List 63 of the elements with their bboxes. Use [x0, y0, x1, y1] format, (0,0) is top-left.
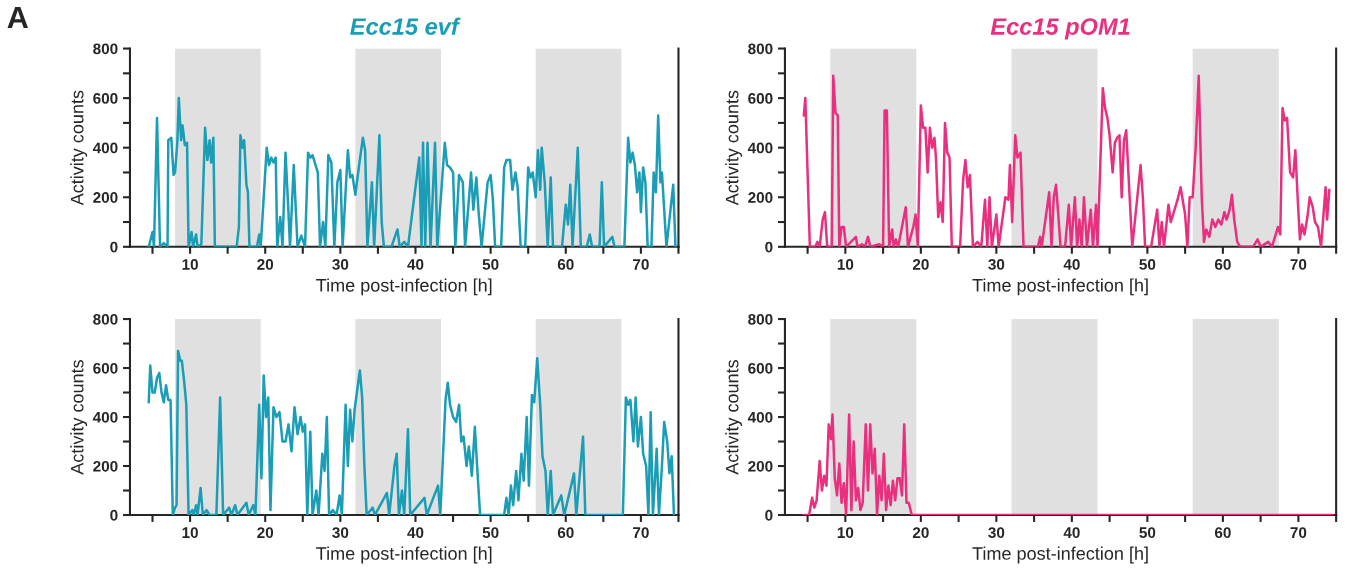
y-tick-label: 200 [748, 460, 773, 472]
x-tick-label: 20 [912, 259, 929, 270]
x-tick-label: 10 [837, 527, 854, 539]
x-tick-label: 50 [1139, 527, 1156, 539]
y-tick-label: 200 [93, 460, 118, 472]
x-tick-label: 60 [557, 259, 574, 270]
y-tick-label: 600 [748, 92, 773, 104]
x-axis-title: Time post-infection [h] [972, 546, 1148, 564]
y-tick-label: 400 [92, 142, 118, 154]
x-tick-label: 40 [407, 527, 424, 539]
y-tick-label: 600 [93, 362, 118, 374]
y-tick-label: 800 [93, 313, 118, 325]
text: A [7, 6, 29, 28]
line-series [147, 349, 676, 515]
x-tick-label: 10 [837, 259, 854, 270]
chart-title: Ecc15 pOM1 [990, 18, 1130, 40]
x-tick-label: 30 [332, 259, 349, 270]
x-tick-label: 40 [1063, 527, 1080, 539]
x-tick-label: 50 [482, 259, 499, 270]
y-tick-label: 400 [747, 411, 773, 423]
y-tick-label: 0 [110, 509, 118, 521]
line-series [147, 96, 677, 247]
x-axis-title: Time post-infection [h] [316, 278, 492, 296]
line-series [802, 74, 1331, 247]
y-tick-label: 400 [92, 411, 118, 423]
x-tick-label: 40 [1063, 259, 1080, 270]
y-axis-title: Activity counts [70, 359, 88, 475]
x-tick-label: 30 [332, 527, 349, 539]
y-tick-label: 800 [93, 43, 118, 55]
x-tick-label: 10 [182, 527, 198, 539]
x-tick-label: 30 [988, 527, 1005, 539]
x-axis-title: Time post-infection [h] [316, 546, 492, 564]
x-tick-label: 60 [1214, 259, 1231, 270]
x-tick-label: 10 [182, 259, 198, 270]
y-tick-label: 600 [748, 362, 773, 374]
x-tick-label: 50 [482, 527, 499, 539]
x-tick-label: 70 [633, 527, 649, 539]
y-tick-label: 800 [748, 43, 773, 55]
y-tick-label: 600 [93, 92, 118, 104]
x-tick-label: 40 [407, 259, 424, 270]
y-axis-title: Activity counts [725, 359, 743, 475]
y-tick-label: 0 [110, 241, 118, 253]
y-tick-label: 0 [765, 509, 773, 521]
x-tick-label: 20 [912, 527, 929, 539]
y-tick-label: 400 [747, 142, 773, 154]
y-tick-label: 0 [765, 241, 773, 253]
y-axis-title: Activity counts [70, 90, 88, 206]
x-tick-label: 60 [1214, 527, 1231, 539]
y-tick-label: 200 [93, 192, 118, 203]
x-tick-label: 50 [1139, 259, 1156, 270]
line-series [802, 413, 1334, 515]
x-tick-label: 30 [988, 259, 1005, 270]
x-tick-label: 70 [1290, 259, 1307, 270]
y-tick-label: 800 [748, 313, 773, 325]
chart-title: Ecc15 evf [350, 17, 461, 35]
x-axis-title: Time post-infection [h] [972, 278, 1148, 296]
x-tick-label: 70 [633, 259, 649, 270]
y-axis-title: Activity counts [725, 90, 743, 206]
x-tick-label: 20 [257, 527, 274, 539]
x-tick-label: 60 [557, 527, 574, 539]
x-tick-label: 70 [1290, 527, 1307, 539]
y-tick-label: 200 [748, 192, 773, 203]
x-tick-label: 20 [257, 259, 274, 270]
